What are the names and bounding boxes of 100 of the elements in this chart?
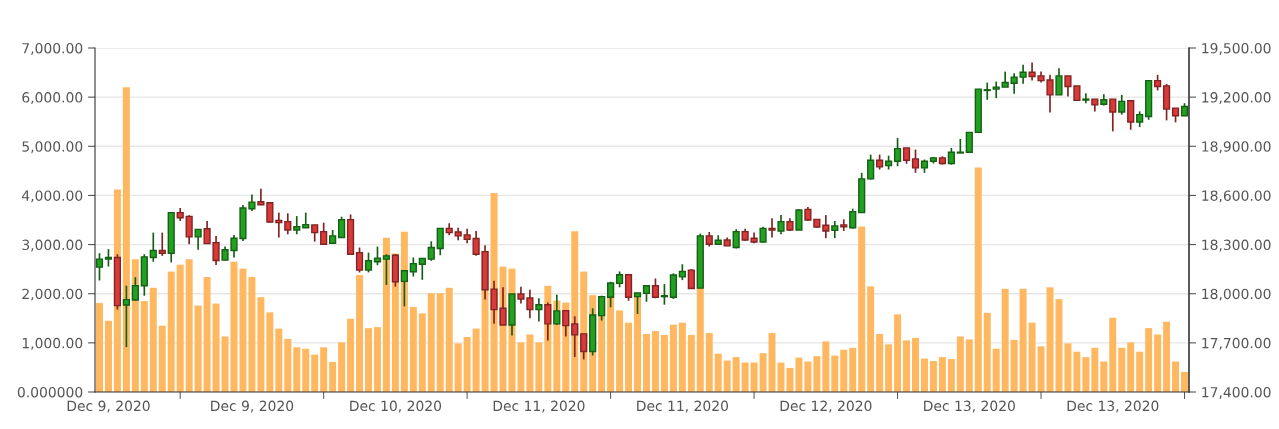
bar <box>158 325 166 392</box>
candlestick <box>768 217 776 239</box>
y2-tick-label: 19,200.00 <box>1202 92 1271 105</box>
candlestick <box>1162 83 1171 122</box>
bar <box>1181 371 1189 392</box>
bar <box>616 310 624 392</box>
candlestick <box>293 215 301 236</box>
bar <box>463 336 471 392</box>
bar <box>365 328 372 392</box>
bar <box>1145 328 1153 392</box>
candlestick <box>633 292 642 315</box>
candlestick <box>795 208 803 231</box>
bar <box>1100 361 1108 392</box>
candlestick <box>194 228 202 251</box>
candlestick <box>571 315 579 358</box>
y-tick-label: 5,000.00 <box>22 141 83 154</box>
candlestick <box>624 273 633 302</box>
bar <box>1010 339 1018 392</box>
candlestick <box>669 272 677 300</box>
bar <box>903 340 911 392</box>
bar <box>95 303 103 392</box>
bar <box>140 301 148 392</box>
bar <box>983 312 991 392</box>
candlestick <box>965 131 973 153</box>
candlestick <box>131 276 139 302</box>
bar <box>338 342 346 392</box>
candlestick <box>732 228 740 250</box>
candlestick <box>185 214 193 246</box>
bar <box>1091 347 1099 392</box>
bar <box>535 342 543 392</box>
candlestick <box>893 137 902 168</box>
y2-tick-label: 17,700.00 <box>1202 337 1271 350</box>
y2-tick-label: 18,600.00 <box>1202 190 1271 203</box>
candlestick <box>409 256 417 278</box>
candlestick <box>95 252 104 282</box>
candlestick <box>598 294 606 322</box>
bar <box>938 357 946 392</box>
y2-tick-label: 17,400.00 <box>1202 386 1271 399</box>
candlestick <box>436 227 444 257</box>
candlestick <box>867 153 875 181</box>
bar <box>320 347 328 392</box>
bar <box>239 268 247 392</box>
candlestick <box>840 218 848 232</box>
bar <box>454 343 462 392</box>
candlestick <box>355 246 364 274</box>
bar <box>759 353 767 392</box>
candlestick <box>400 269 408 308</box>
candlestick <box>777 214 785 236</box>
bar <box>786 367 794 392</box>
bar <box>642 334 650 392</box>
x-tick-label: Dec 9, 2020 <box>211 400 294 413</box>
bar <box>149 287 157 392</box>
x-tick-label: Dec 11, 2020 <box>637 400 728 413</box>
bar <box>974 167 982 392</box>
y-tick-label: 2,000.00 <box>22 288 83 301</box>
bar <box>1037 346 1045 392</box>
bar <box>840 349 848 392</box>
candlestick <box>1109 98 1117 133</box>
bar <box>329 362 337 392</box>
bar <box>1073 351 1081 392</box>
y-tick-label: 3,000.00 <box>22 239 83 252</box>
bar <box>293 347 301 392</box>
candlestick <box>122 284 130 348</box>
bar <box>526 334 534 392</box>
bar <box>472 328 480 392</box>
bar <box>185 259 193 392</box>
bar <box>302 348 310 392</box>
bar <box>418 313 426 392</box>
bar <box>1163 321 1171 392</box>
bar <box>203 277 211 392</box>
candlestick <box>822 214 830 240</box>
bar <box>929 361 937 392</box>
candlestick <box>983 81 991 101</box>
y-tick-label: 0.000000 <box>17 386 83 398</box>
bar <box>1154 334 1162 392</box>
candlestick <box>849 207 857 230</box>
bar <box>122 87 130 392</box>
bar <box>947 359 955 392</box>
y2-tick-label: 18,300.00 <box>1202 239 1271 252</box>
bar <box>920 358 928 392</box>
bar <box>275 328 283 392</box>
bar <box>822 341 830 392</box>
candlestick <box>607 280 615 309</box>
bar <box>669 324 677 392</box>
bar <box>400 231 408 392</box>
bar <box>894 314 902 392</box>
x-tick-label: Dec 12, 2020 <box>780 400 872 413</box>
x-tick-label: Dec 9, 2020 <box>67 400 150 413</box>
bar <box>831 355 839 392</box>
x-tick-label: Dec 13, 2020 <box>924 400 1015 413</box>
candlestick <box>687 268 695 290</box>
bar <box>1064 343 1072 392</box>
candlestick <box>320 221 328 246</box>
bar <box>705 333 713 392</box>
candlestick <box>364 251 373 274</box>
bar <box>167 271 175 392</box>
bar <box>212 303 220 392</box>
bar <box>1136 351 1144 392</box>
y-tick-label: 6,000.00 <box>22 92 83 105</box>
bar <box>651 331 659 392</box>
